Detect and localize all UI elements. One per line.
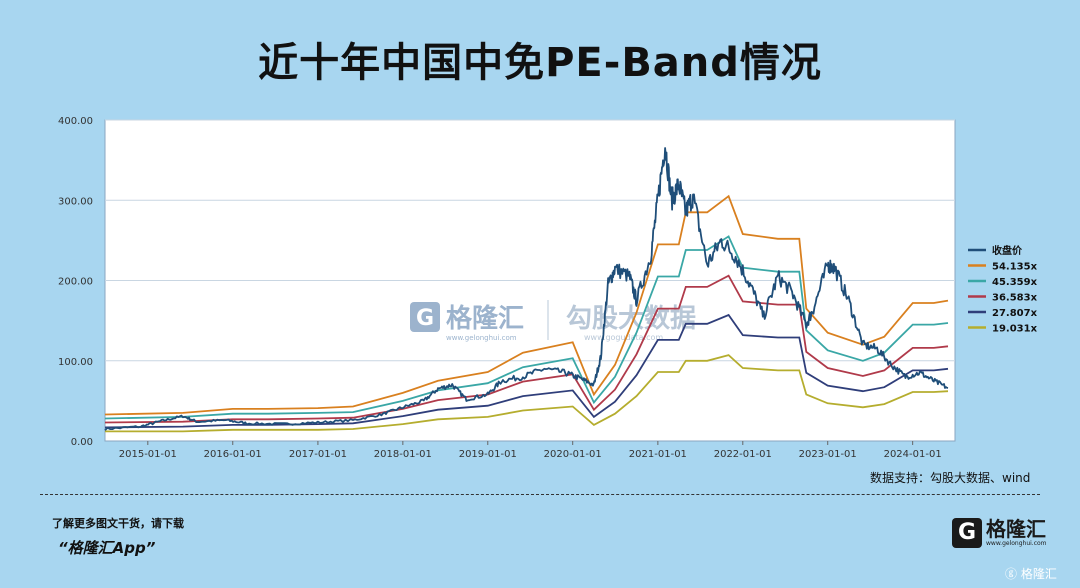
legend-label: 45.359x (992, 277, 1038, 288)
logo-icon: G (952, 518, 982, 548)
series-line-band (105, 354, 949, 433)
series-line-band (104, 235, 949, 420)
footer-text: 了解更多图文干货，请下载 (52, 517, 184, 530)
x-tick-label: 2019-01-01 (459, 449, 517, 460)
watermark-logo-icon (410, 302, 440, 332)
series-line-band (104, 194, 949, 416)
legend-label: 19.031x (992, 324, 1038, 335)
watermark-logo-glyph: G (416, 306, 434, 331)
y-tick-label: 400.00 (58, 116, 93, 127)
watermark: G 格隆汇 www.gelonghui.com 勾股大数据 www.goguda… (410, 300, 696, 342)
legend-label: 36.583x (992, 293, 1038, 304)
footer-app-name: “格隆汇App” (58, 539, 156, 557)
footer-divider (40, 494, 1040, 495)
y-tick-label: 300.00 (58, 196, 93, 207)
x-tick-label: 2016-01-01 (204, 449, 262, 460)
watermark-right-sub: www.gogudata.com (584, 333, 663, 342)
y-axis-labels: 0.00 100.00 200.00 300.00 400.00 (58, 116, 93, 448)
page-title: 近十年中国中免PE-Band情况 (258, 40, 822, 86)
grid-lines (105, 119, 955, 362)
logo-text: 格隆汇 (986, 517, 1046, 541)
x-tick-label: 2018-01-01 (374, 449, 432, 460)
legend: 收盘价 54.135x 45.359x 36.583x 27.807x 19.031x (968, 244, 1038, 335)
x-tick-label: 2024-01-01 (884, 449, 942, 460)
watermark-left-sub: www.gelonghui.com (446, 334, 517, 342)
series-line-close-price (104, 147, 949, 431)
x-tick-label: 2022-01-01 (714, 449, 772, 460)
legend-label: 27.807x (992, 308, 1038, 319)
x-tick-label: 2017-01-01 (289, 449, 347, 460)
series-line-band (104, 274, 949, 424)
x-tick-label: 2021-01-01 (629, 449, 687, 460)
legend-label: 收盘价 (992, 244, 1023, 257)
series-line-band (104, 313, 949, 429)
series-lines (104, 147, 949, 433)
data-source: 数据支持：勾股大数据、wind (870, 471, 1031, 485)
y-tick-label: 0.00 (71, 437, 93, 448)
y-tick-label: 200.00 (58, 277, 93, 288)
y-tick-label: 100.00 (58, 357, 93, 368)
legend-label: 54.135x (992, 262, 1038, 273)
corner-watermark: ⓖ 格隆汇 (1005, 567, 1057, 581)
x-axis-labels: 2015-01-01 2016-01-01 2017-01-01 2018-01-01… (119, 441, 942, 460)
x-tick-label: 2020-01-01 (544, 449, 602, 460)
logo-subtext: www.gelonghui.com (986, 540, 1047, 547)
x-tick-label: 2015-01-01 (119, 449, 177, 460)
watermark-left-text: 格隆汇 (446, 303, 524, 334)
x-tick-label: 2023-01-01 (799, 449, 857, 460)
